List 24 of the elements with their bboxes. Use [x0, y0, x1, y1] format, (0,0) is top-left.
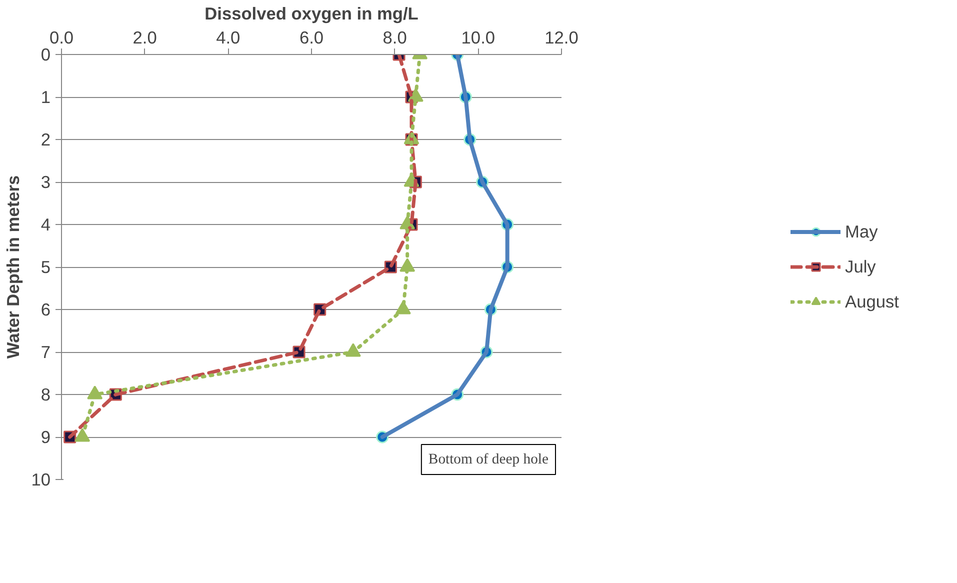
y-tick-label: 9 — [40, 427, 51, 447]
x-axis-title: Dissolved oxygen in mg/L — [204, 4, 419, 24]
y-tick-label: 0 — [40, 44, 51, 64]
y-tick-label: 6 — [40, 300, 51, 320]
x-tick-label: 4.0 — [216, 28, 240, 48]
x-tick-label: 6.0 — [299, 28, 324, 48]
y-tick-label: 3 — [40, 172, 51, 192]
y-tick-label: 4 — [40, 214, 51, 234]
legend-label: August — [845, 291, 899, 312]
x-tick-label: 10.0 — [461, 28, 496, 48]
x-tick-label: 0.0 — [49, 28, 74, 48]
y-tick-label: 7 — [40, 342, 51, 362]
y-axis-title: Water Depth in meters — [3, 175, 24, 359]
y-tick-label: 5 — [40, 257, 51, 277]
annotation: Bottom of deep hole — [428, 452, 548, 468]
y-tick-label: 1 — [40, 87, 51, 107]
y-tick-label: 8 — [40, 384, 51, 404]
y-tick-label: 10 — [31, 470, 51, 490]
legend-label: July — [845, 256, 876, 277]
x-tick-label: 12.0 — [544, 28, 578, 48]
legend-label: May — [845, 221, 878, 242]
x-tick-label: 2.0 — [132, 28, 157, 48]
y-tick-label: 2 — [40, 130, 51, 150]
x-tick-label: 8.0 — [382, 28, 407, 48]
